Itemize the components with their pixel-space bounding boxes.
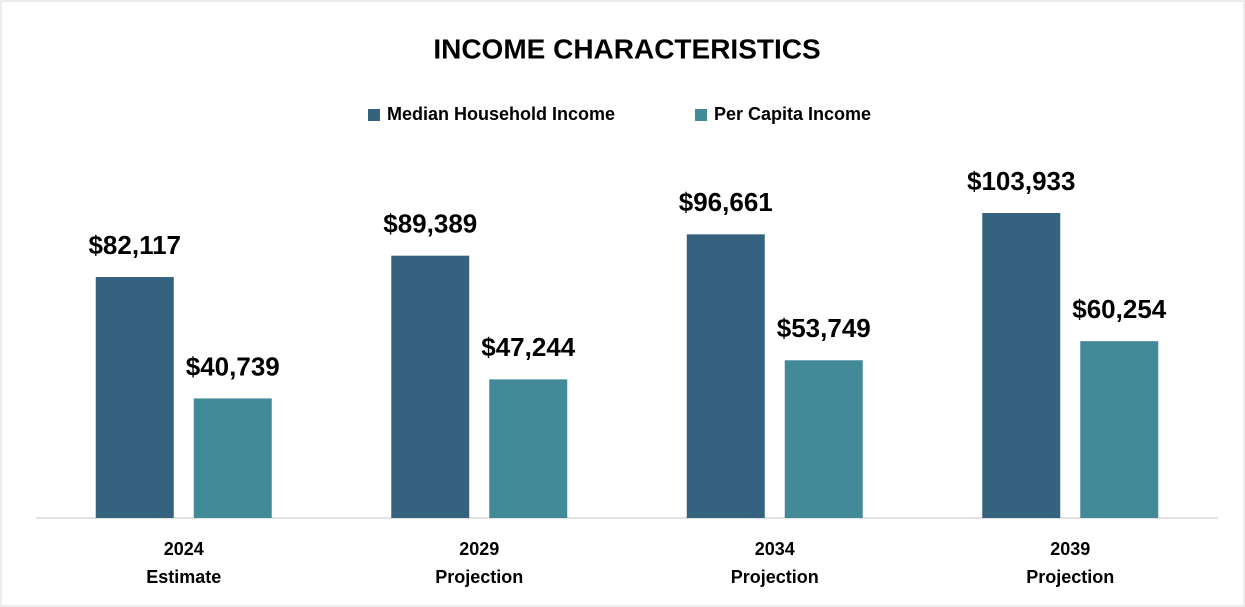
value-label: $40,739: [186, 351, 280, 381]
bar: [982, 213, 1061, 518]
x-tick-label: Projection: [731, 567, 819, 587]
legend-label: Per Capita Income: [714, 104, 871, 124]
value-label: $60,254: [1072, 294, 1167, 324]
bar: [489, 379, 568, 518]
value-label: $96,661: [679, 187, 773, 217]
bar: [95, 277, 174, 518]
value-label: $53,749: [777, 313, 871, 343]
bar: [686, 234, 765, 519]
bar: [1080, 341, 1159, 518]
x-tick-label: Estimate: [146, 567, 221, 587]
legend-swatch: [368, 109, 380, 121]
x-tick-label: 2029: [459, 539, 499, 559]
value-label: $47,244: [481, 332, 576, 362]
chart-title: INCOME CHARACTERISTICS: [433, 33, 820, 64]
x-tick-label: Projection: [435, 567, 523, 587]
x-tick-label: 2024: [164, 539, 204, 559]
bar: [193, 398, 272, 518]
value-label: $89,389: [383, 209, 477, 239]
bar: [784, 360, 863, 518]
bar: [391, 255, 470, 518]
legend-label: Median Household Income: [387, 104, 615, 124]
legend-swatch: [695, 109, 707, 121]
x-tick-label: 2034: [755, 539, 795, 559]
value-label: $82,117: [88, 230, 181, 260]
value-label: $103,933: [967, 166, 1075, 196]
x-tick-label: Projection: [1026, 567, 1114, 587]
x-tick-label: 2039: [1050, 539, 1090, 559]
